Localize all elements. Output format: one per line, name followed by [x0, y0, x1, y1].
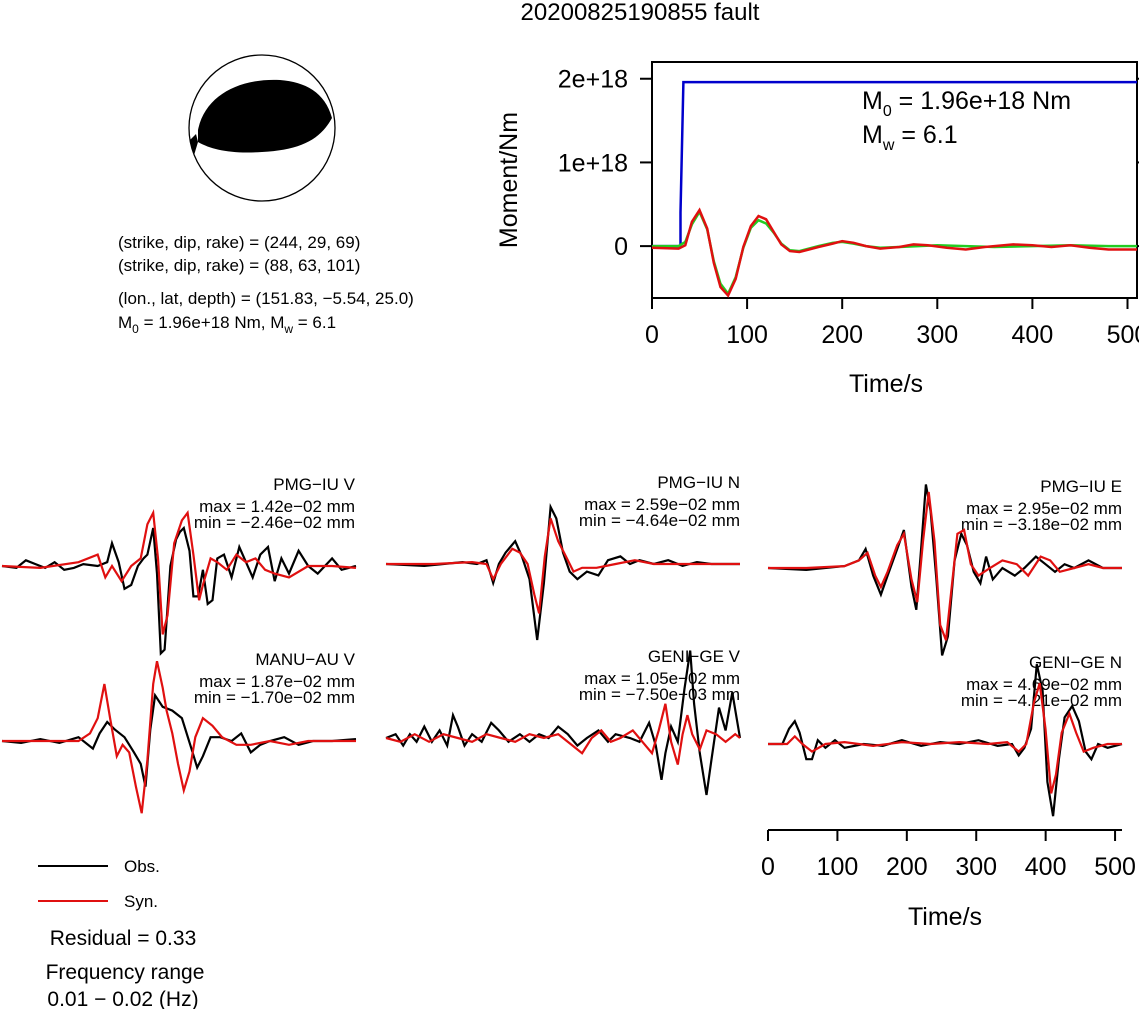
beachball-icon: [188, 54, 336, 202]
station-label: MANU−AU V: [255, 650, 355, 669]
waveform-xtick-label: 400: [1025, 853, 1067, 881]
figure-title: 20200825190855 fault: [521, 0, 760, 26]
moment-plot-frame: [651, 61, 1138, 299]
moment-series-1: [652, 209, 1137, 297]
hypocenter: (lon., lat, depth) = (151.83, −5.54, 25.…: [118, 289, 414, 308]
moment-xtick-label: 200: [821, 321, 863, 349]
frequency-range-value: 0.01 − 0.02 (Hz): [47, 988, 198, 1009]
min-amplitude: min = −3.18e−02 mm: [961, 515, 1122, 534]
station-label: GENI−GE V: [648, 647, 741, 666]
beachball-compressional-quadrant: [198, 79, 332, 153]
waveform-x-ticks: 0 100 200 300 400 500: [761, 830, 1136, 881]
moment-ylabel: Moment/Nm: [495, 112, 523, 248]
legend-syn-label: Syn.: [124, 892, 158, 911]
moment-ytick-label: 1e+18: [558, 149, 628, 177]
waveform-xtick-label: 100: [817, 853, 859, 881]
moment-m0-annotation: M0 = 1.96e+18 Nm: [862, 87, 1071, 120]
station-label: GENI−GE N: [1029, 653, 1122, 672]
observed-trace: [1, 525, 357, 656]
synthetic-trace: [768, 491, 1122, 641]
waveform-xlabel: Time/s: [908, 903, 982, 931]
moment-summary: M0 = 1.96e+18 Nm, Mw = 6.1: [118, 313, 336, 336]
moment-series-group: [651, 80, 1137, 298]
waveform-xtick-label: 0: [761, 853, 775, 881]
min-amplitude: min = −2.46e−02 mm: [194, 513, 355, 532]
moment-y-axis: 0 1e+18 2e+18: [558, 66, 1139, 261]
max-amplitude: max = 2.95e−02 mm: [966, 499, 1122, 518]
moment-series-2: [651, 207, 1137, 298]
moment-ytick-label: 2e+18: [558, 66, 628, 94]
source-parameters: (strike, dip, rake) = (244, 29, 69) (str…: [118, 233, 414, 336]
legend-obs-label: Obs.: [124, 857, 160, 876]
min-amplitude: min = −7.50e−03 mm: [579, 685, 740, 704]
nodal-plane-1: (strike, dip, rake) = (244, 29, 69): [118, 233, 360, 252]
moment-xtick-label: 400: [1012, 321, 1054, 349]
synthetic-trace: [1, 508, 357, 635]
min-amplitude: min = −1.70e−02 mm: [194, 688, 355, 707]
moment-ytick-label: 0: [614, 233, 628, 261]
max-amplitude: max = 2.59e−02 mm: [584, 495, 740, 514]
fit-statistics: Residual = 0.33 Frequency range 0.01 − 0…: [46, 927, 205, 1009]
max-amplitude: max = 1.42e−02 mm: [199, 497, 355, 516]
moment-xtick-label: 300: [916, 321, 958, 349]
moment-x-axis: 0 100 200 300 400 500: [645, 298, 1139, 349]
waveform-xtick-label: 300: [955, 853, 997, 881]
max-amplitude: max = 1.05e−02 mm: [584, 669, 740, 688]
moment-xlabel: Time/s: [849, 370, 923, 398]
max-amplitude: max = 1.87e−02 mm: [199, 672, 355, 691]
moment-mw-annotation: Mw = 6.1: [862, 121, 958, 154]
moment-chart: 0 1e+18 2e+18 0 100 200 300 400 500 Moment/Nm T…: [495, 61, 1139, 398]
max-amplitude: max = 4.69e−02 mm: [966, 675, 1122, 694]
moment-xtick-label: 500: [1107, 321, 1139, 349]
nodal-plane-2: (strike, dip, rake) = (88, 63, 101): [118, 256, 360, 275]
synthetic-trace: [2, 660, 356, 814]
min-amplitude: min = −4.64e−02 mm: [579, 511, 740, 530]
synthetic-trace: [386, 518, 740, 614]
observed-trace: [385, 650, 742, 796]
legend: Obs. Syn.: [38, 857, 160, 911]
residual-label: Residual = 0.33: [50, 927, 197, 950]
waveform-xtick-label: 200: [886, 853, 928, 881]
waveform-time-axis: 0 100 200 300 400 500 Time/s: [761, 829, 1136, 931]
station-label: PMG−IU E: [1040, 477, 1122, 496]
waveform-xtick-label: 500: [1094, 853, 1136, 881]
moment-xtick-label: 100: [726, 321, 768, 349]
synthetic-trace: [768, 682, 1122, 794]
frequency-range-title: Frequency range: [46, 961, 205, 984]
synthetic-trace: [385, 703, 741, 765]
station-label: PMG−IU V: [273, 475, 355, 494]
station-label: PMG−IU N: [657, 473, 740, 492]
moment-xtick-label: 0: [645, 321, 659, 349]
